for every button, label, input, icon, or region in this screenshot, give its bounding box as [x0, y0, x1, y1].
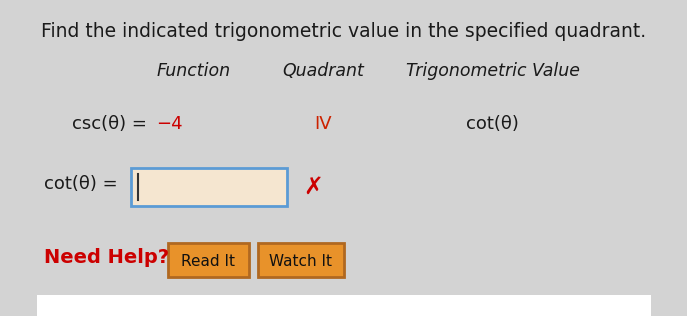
Text: csc(θ) =: csc(θ) = — [72, 115, 153, 133]
Text: cot(θ) =: cot(θ) = — [44, 175, 117, 193]
FancyBboxPatch shape — [258, 243, 344, 277]
FancyBboxPatch shape — [131, 168, 287, 206]
Text: ✗: ✗ — [303, 175, 323, 199]
Text: Function: Function — [156, 62, 230, 80]
Text: Need Help?: Need Help? — [44, 248, 169, 267]
Text: −4: −4 — [156, 115, 182, 133]
Text: Read It: Read It — [181, 253, 236, 269]
FancyBboxPatch shape — [168, 243, 249, 277]
Text: Trigonometric Value: Trigonometric Value — [406, 62, 580, 80]
Text: Find the indicated trigonometric value in the specified quadrant.: Find the indicated trigonometric value i… — [41, 22, 646, 41]
Text: IV: IV — [314, 115, 332, 133]
Text: Quadrant: Quadrant — [282, 62, 364, 80]
Text: Watch It: Watch It — [269, 253, 333, 269]
FancyBboxPatch shape — [36, 295, 651, 316]
Text: cot(θ): cot(θ) — [466, 115, 519, 133]
